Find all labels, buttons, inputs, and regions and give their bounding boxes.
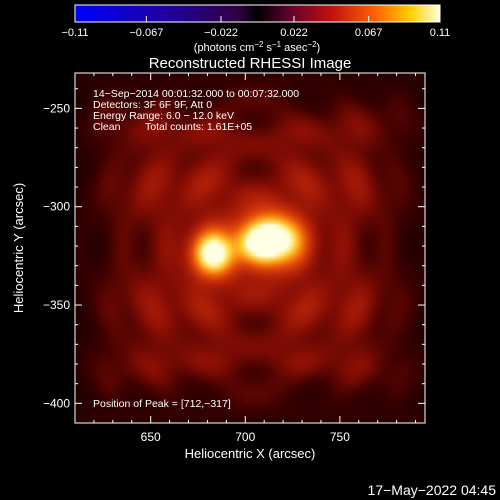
y-axis-ticks: −250 −300 −350 −400	[43, 88, 425, 410]
y-tick-label: −350	[43, 298, 70, 312]
chart-title: Reconstructed RHESSI Image	[149, 55, 352, 72]
y-axis-label: Heliocentric Y (arcsec)	[11, 183, 26, 313]
x-tick-label: 750	[330, 430, 350, 444]
info-counts: Total counts: 1.61E+05	[145, 121, 252, 133]
plot-frame	[74, 72, 426, 424]
colorbar-tick-label: −0.067	[129, 27, 163, 39]
x-axis-ticks: 650 700 750	[93, 73, 417, 444]
y-tick-label: −400	[43, 396, 70, 410]
x-tick-label: 650	[141, 430, 161, 444]
info-detectors: Detectors: 3F 6F 9F, Att 0	[93, 99, 212, 111]
colorbar-unit-label: (photons cm−2 s−1 asec−2)	[194, 40, 320, 54]
info-method: Clean	[93, 121, 121, 133]
x-tick-label: 700	[235, 430, 255, 444]
footer-date: 17−May−2022 04:45	[368, 482, 497, 498]
info-time-range: 14−Sep−2014 00:01:32.000 to 00:07:32.000	[93, 88, 299, 100]
colorbar-ticks: −0.11 −0.067 −0.022 0.022 0.067 0.11	[61, 16, 450, 39]
colorbar-gradient	[74, 4, 441, 23]
info-peak: Position of Peak = [712,−317]	[93, 398, 231, 410]
colorbar-tick-label: 0.022	[280, 27, 308, 39]
heatmap-image	[75, 73, 425, 423]
x-axis-label: Heliocentric X (arcsec)	[185, 446, 316, 461]
y-tick-label: −300	[43, 200, 70, 214]
y-tick-label: −250	[43, 101, 70, 115]
info-energy: Energy Range: 6.0 − 12.0 keV	[93, 110, 234, 122]
colorbar-tick-label: −0.022	[204, 27, 238, 39]
colorbar: −0.11 −0.067 −0.022 0.022 0.067 0.11 (photons…	[61, 4, 450, 54]
info-block: 14−Sep−2014 00:01:32.000 to 00:07:32.000…	[93, 88, 299, 410]
colorbar-tick-label: −0.11	[61, 27, 88, 39]
plot-area: 650 700 750 −250 −300 −350 −400	[43, 72, 426, 444]
colorbar-tick-label: 0.11	[430, 27, 451, 39]
colorbar-tick-label: 0.067	[355, 27, 383, 39]
